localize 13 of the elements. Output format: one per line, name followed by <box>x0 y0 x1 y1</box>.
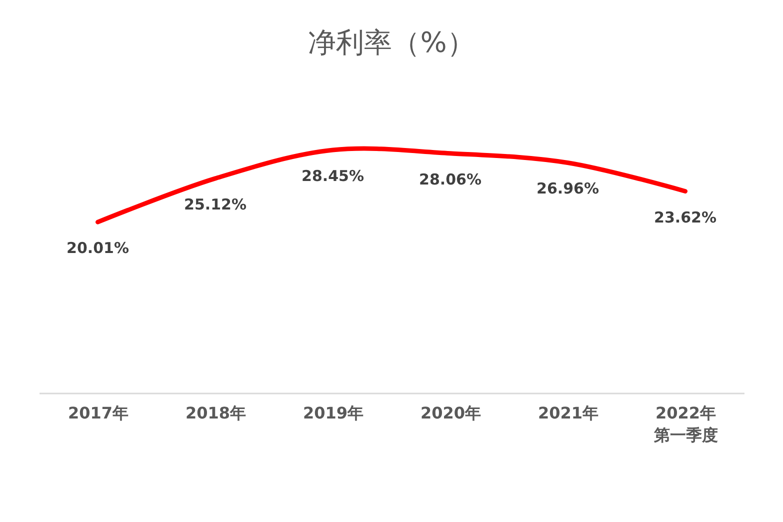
x-tick-label: 2017年 <box>68 404 129 422</box>
x-tick-label: 2020年 <box>420 404 482 422</box>
x-tick-label: 2018年 <box>185 404 246 422</box>
data-label: 25.12% <box>184 195 246 214</box>
data-label: 23.62% <box>654 208 716 226</box>
data-label: 20.01% <box>66 239 129 258</box>
x-tick-label: 2021年 <box>538 404 599 422</box>
x-tick-label: 2019年 <box>302 404 364 422</box>
data-label: 26.96% <box>536 180 599 198</box>
chart-title: 净利率（%） <box>308 26 475 60</box>
data-label: 28.06% <box>419 170 482 188</box>
data-label: 28.45% <box>302 167 364 185</box>
x-tick-label: 2022年第一季度 <box>652 404 718 444</box>
